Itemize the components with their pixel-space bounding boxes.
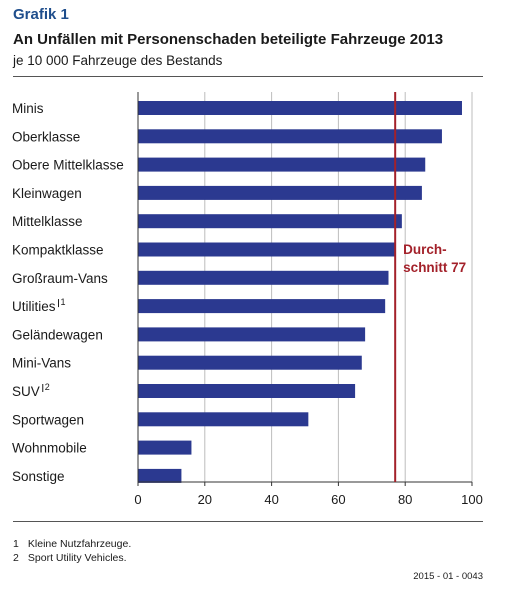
reference-label-line1: Durch- bbox=[403, 242, 447, 257]
category-label: Obere Mittelklasse bbox=[12, 158, 124, 173]
bar bbox=[138, 185, 422, 200]
category-label: Sportwagen bbox=[12, 412, 84, 427]
bar bbox=[138, 440, 192, 455]
category-label: Großraum-Vans bbox=[12, 271, 108, 286]
footnote-number: 2 bbox=[13, 552, 19, 564]
bottom-rule bbox=[13, 521, 483, 522]
bar bbox=[138, 412, 309, 427]
bar-chart: Minis Oberklasse Obere Mittelklasse Kleinwa… bbox=[12, 92, 483, 507]
category-footnote-mark: 1 bbox=[61, 297, 66, 307]
x-tick-label: 40 bbox=[264, 492, 278, 507]
bar bbox=[138, 157, 426, 172]
footnote-text: Sport Utility Vehicles. bbox=[27, 552, 127, 564]
bars bbox=[138, 101, 462, 483]
chart-title: An Unfällen mit Personenschaden beteilig… bbox=[13, 31, 444, 48]
category-label: Mini-Vans bbox=[12, 356, 71, 371]
bar bbox=[138, 384, 356, 398]
bar bbox=[138, 129, 442, 144]
footnote-number: 1 bbox=[13, 538, 19, 550]
footnote-1: 1 Kleine Nutzfahrzeuge. bbox=[13, 538, 131, 550]
x-tick-label: 0 bbox=[134, 492, 141, 507]
bar bbox=[138, 355, 362, 370]
category-label: SUV bbox=[12, 384, 40, 399]
bar bbox=[138, 101, 462, 115]
bar bbox=[138, 327, 366, 342]
figure-code: 2015 - 01 - 0043 bbox=[413, 571, 483, 582]
bar bbox=[138, 299, 386, 314]
category-label: Wohnmobile bbox=[12, 441, 87, 456]
bar bbox=[138, 468, 182, 483]
bar bbox=[138, 214, 402, 229]
x-tick-label: 100 bbox=[461, 492, 483, 507]
category-labels: Minis Oberklasse Obere Mittelklasse Kleinwa… bbox=[12, 101, 124, 484]
x-tick-label: 60 bbox=[331, 492, 345, 507]
x-tick-label: 80 bbox=[398, 492, 412, 507]
category-label: Minis bbox=[12, 101, 44, 116]
top-rule bbox=[13, 76, 483, 77]
footnote-2: 2 Sport Utility Vehicles. bbox=[13, 552, 127, 564]
category-label: Utilities bbox=[12, 299, 56, 314]
bar bbox=[138, 242, 396, 257]
reference-line-group: Durch-schnitt 77 bbox=[394, 92, 466, 482]
category-label: Mittelklasse bbox=[12, 214, 83, 229]
x-axis: 0 20 40 60 80 100 bbox=[134, 92, 483, 507]
chart-kicker: Grafik 1 bbox=[13, 6, 69, 23]
category-footnote-mark: 2 bbox=[45, 382, 50, 392]
category-label: Oberklasse bbox=[12, 129, 80, 144]
category-label: Sonstige bbox=[12, 469, 65, 484]
bar bbox=[138, 270, 389, 285]
chart-subtitle: je 10 000 Fahrzeuge des Bestands bbox=[13, 53, 223, 68]
footnote-text: Kleine Nutzfahrzeuge. bbox=[27, 538, 132, 550]
category-label: Kompaktklasse bbox=[12, 243, 104, 258]
category-label: Geländewagen bbox=[12, 327, 103, 342]
reference-label-line2: schnitt 77 bbox=[403, 260, 466, 275]
category-label: Kleinwagen bbox=[12, 186, 82, 201]
x-tick-label: 20 bbox=[198, 492, 212, 507]
